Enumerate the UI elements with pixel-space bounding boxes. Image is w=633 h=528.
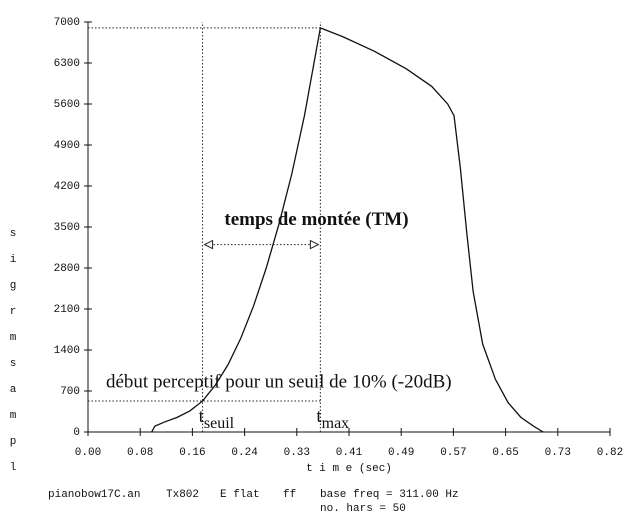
footer-hars: no. hars = 50 <box>320 503 406 515</box>
threshold-label: début perceptif pour un seuil de 10% (-2… <box>106 371 452 392</box>
x-tick-label: 0.57 <box>440 447 466 459</box>
line-series <box>151 26 544 433</box>
y-tick-label: 4200 <box>54 181 80 193</box>
footer-dynamic: ff <box>283 489 296 501</box>
t-max-label: tmax <box>316 406 349 431</box>
x-tick-label: 0.49 <box>388 447 414 459</box>
y-axis-label: s i g r m s a m p l <box>7 228 19 475</box>
footer-freq: base freq = 311.00 Hz <box>320 489 459 501</box>
arrow-head <box>203 239 214 250</box>
x-tick-label: 0.73 <box>545 447 571 459</box>
y-tick-label: 6300 <box>54 58 80 70</box>
x-tick-label: 0.24 <box>231 447 258 459</box>
t-sub: seuil <box>204 415 235 432</box>
y-tick-label: 4900 <box>54 140 80 152</box>
y-tick-label: 5600 <box>54 99 80 111</box>
y-tick-label: 0 <box>73 427 80 439</box>
t-sub: max <box>322 415 350 432</box>
y-tick-label: 700 <box>60 386 80 398</box>
tm-label: temps de montée (TM) <box>224 209 408 230</box>
footer-synth: Tx802 <box>166 489 199 501</box>
footer-file: pianobow17C.an <box>48 489 140 501</box>
footer-note: E flat <box>220 489 260 501</box>
y-tick-label: 2100 <box>54 304 80 316</box>
x-tick-label: 0.82 <box>597 447 623 459</box>
x-tick-label: 0.65 <box>492 447 518 459</box>
y-tick-label: 7000 <box>54 17 80 29</box>
x-tick-label: 0.33 <box>284 447 310 459</box>
y-tick-label: 3500 <box>54 222 80 234</box>
x-axis-label: t i m e (sec) <box>306 463 392 475</box>
arrow-head <box>309 239 320 250</box>
x-tick-label: 0.08 <box>127 447 153 459</box>
x-tick-label: 0.16 <box>179 447 205 459</box>
x-tick-label: 0.41 <box>336 447 363 459</box>
t-letter: t <box>316 406 322 427</box>
x-tick-label: 0.00 <box>75 447 101 459</box>
y-tick-label: 1400 <box>54 345 80 357</box>
t-letter: t <box>199 406 205 427</box>
t-seuil-label: tseuil <box>199 406 235 431</box>
y-tick-label: 2800 <box>54 263 80 275</box>
